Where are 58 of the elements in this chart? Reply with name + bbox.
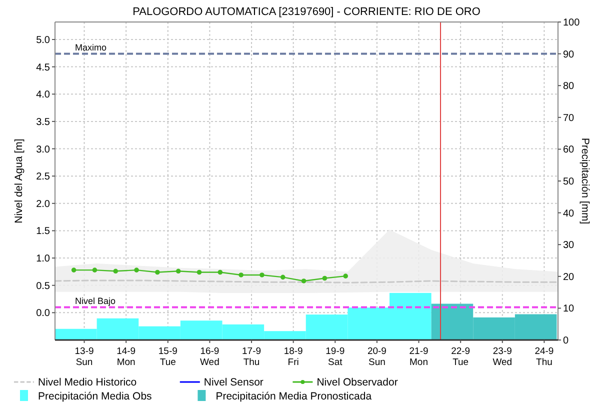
legend-label: Precipitación Media Obs	[38, 390, 152, 402]
x-tick-label: 14-9 Mon	[116, 346, 136, 368]
point	[260, 272, 264, 278]
y-tick-label: 1.0	[36, 254, 50, 265]
point	[134, 268, 139, 272]
point	[155, 270, 160, 275]
y2-tick-label: 90	[563, 49, 575, 60]
legend-label: Nivel Observador	[316, 376, 398, 389]
point	[196, 270, 202, 275]
y-tick-label: 0.5	[36, 280, 50, 292]
y-tick-label: 0.0	[36, 308, 50, 320]
y-tick-label: 3.0	[36, 144, 50, 156]
x-tick-label: 16-9 Wed	[200, 346, 220, 368]
y-tick-label: 1.5	[36, 226, 50, 238]
point	[92, 268, 98, 272]
point	[301, 278, 306, 284]
point	[238, 272, 244, 278]
legend-label: Nivel Medio Historico	[38, 376, 137, 389]
x-tick-label: 24-9 Thu	[534, 346, 554, 368]
x-tick-label: 15-9 Tue	[158, 346, 178, 368]
point	[113, 268, 118, 274]
x-tick-label: 17-9 Thu	[242, 346, 262, 368]
y-tick-label: 2.5	[36, 172, 50, 183]
y2-tick-label: 60	[563, 144, 575, 156]
x-tick-label: 13-9 Sun	[74, 346, 94, 368]
y2-tick-label: 30	[563, 240, 575, 252]
y2-tick-label: 20	[563, 272, 575, 283]
y-tick-label: 5.0	[36, 34, 50, 46]
ref-line-label: Nivel Bajo	[75, 296, 116, 306]
x-tick-label: 19-9 Sat	[326, 346, 345, 368]
x-tick-label: 20-9 Sun	[367, 346, 386, 368]
x-tick-label: 22-9 Tue	[451, 346, 470, 368]
x-tick-label: 21-9 Mon	[409, 346, 428, 368]
y2-axis-title: Precipitación [mm]	[579, 138, 590, 224]
legend-label: Precipitación Media Pronosticada	[216, 390, 372, 402]
point	[71, 268, 76, 272]
y-tick-label: 4.5	[36, 62, 50, 74]
x-tick-label: 18-9 Fri	[284, 346, 303, 368]
y2-tick-label: 70	[563, 112, 575, 124]
x-tick-label: 23-9 Wed	[492, 346, 512, 368]
point	[343, 274, 348, 278]
y2-tick-label: 100	[563, 18, 580, 28]
point	[218, 270, 223, 275]
y-tick-label: 4.0	[36, 90, 50, 101]
y2-tick-label: 40	[563, 208, 575, 220]
chart-title: PALOGORDO AUTOMATICA [23197690] - CORRIENTE: RIO DE ORO	[132, 6, 481, 18]
y2-tick-label: 80	[563, 81, 575, 92]
y-tick-label: 2.0	[36, 198, 50, 210]
point	[176, 268, 181, 274]
legend-label: Nivel Sensor	[204, 376, 264, 389]
point	[322, 276, 328, 281]
y2-tick-label: 50	[563, 176, 575, 188]
y-axis-title: Nivel del Agua [m]	[13, 138, 25, 224]
point	[280, 274, 286, 280]
ref-line-label: Maximo	[75, 42, 107, 53]
y-tick-label: 3.5	[36, 116, 50, 128]
y2-tick-label: 10	[563, 304, 575, 315]
y2-tick-label: 0	[563, 336, 569, 346]
